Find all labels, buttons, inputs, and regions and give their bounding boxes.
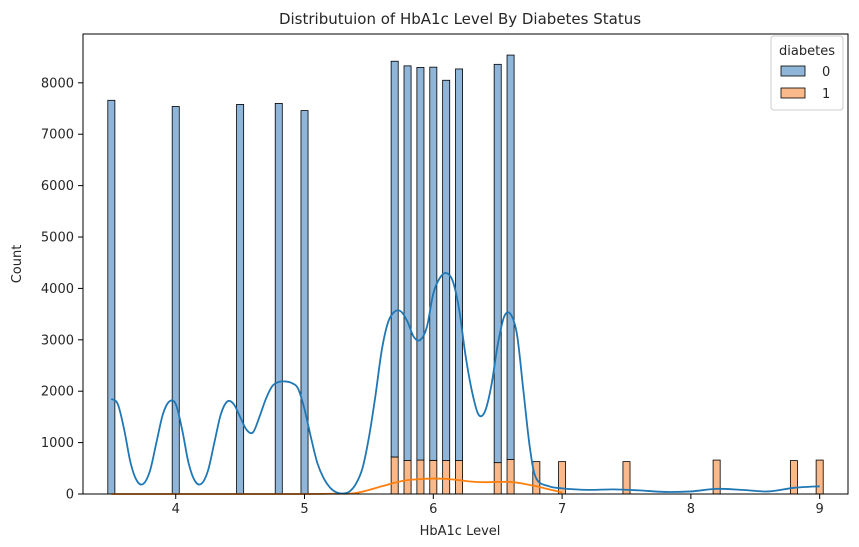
bar-diabetes-0 (403, 65, 412, 461)
bar-diabetes-0 (107, 99, 116, 495)
x-axis-label: HbA1c Level (420, 524, 501, 539)
legend-title: diabetes (779, 44, 835, 59)
legend: diabetes 0 1 (770, 35, 844, 111)
legend-label-1: 1 (822, 87, 830, 102)
y-tick-label: 6000 (41, 179, 74, 194)
bar-diabetes-1 (815, 459, 824, 495)
bar-diabetes-1 (442, 460, 451, 495)
x-tick-label: 6 (429, 502, 437, 517)
y-tick-label: 7000 (41, 128, 74, 143)
bar-diabetes-0 (171, 106, 180, 495)
kde-curve-0 (110, 272, 820, 495)
bar-diabetes-1 (493, 462, 502, 495)
bar-diabetes-0 (300, 110, 309, 495)
bar-diabetes-0 (455, 68, 464, 461)
bar-diabetes-1 (455, 460, 464, 495)
chart-title: Distributuion of HbA1c Level By Diabetes… (279, 10, 641, 28)
y-tick-label: 1000 (41, 436, 74, 451)
bar-diabetes-0 (442, 79, 451, 461)
bar-diabetes-0 (416, 67, 425, 461)
y-axis-label: Count (10, 245, 25, 284)
bar-diabetes-1 (429, 459, 438, 495)
legend-swatch-1 (780, 87, 806, 99)
legend-label-0: 0 (822, 65, 830, 80)
y-tick-label: 3000 (41, 333, 74, 348)
bar-diabetes-0 (493, 63, 502, 464)
bar-diabetes-0 (506, 54, 515, 460)
bar-diabetes-0 (429, 66, 438, 461)
bar-diabetes-0 (274, 102, 283, 495)
x-tick-label: 4 (172, 502, 180, 517)
y-tick-label: 4000 (41, 282, 74, 297)
legend-swatch-0 (780, 65, 806, 77)
y-tick-label: 8000 (41, 76, 74, 91)
x-tick-label: 9 (816, 502, 824, 517)
bar-diabetes-0 (390, 60, 399, 458)
bar-diabetes-1 (416, 459, 425, 495)
x-tick-label: 7 (558, 502, 566, 517)
y-tick-label: 5000 (41, 231, 74, 246)
bar-diabetes-0 (236, 104, 245, 495)
bar-diabetes-1 (390, 456, 399, 495)
x-tick-label: 5 (300, 502, 308, 517)
bar-diabetes-1 (506, 459, 515, 495)
plot-area-frame (82, 33, 849, 495)
bar-diabetes-1 (403, 460, 412, 495)
x-tick-label: 8 (687, 502, 695, 517)
y-tick-label: 2000 (41, 385, 74, 400)
y-tick-label: 0 (66, 488, 74, 503)
